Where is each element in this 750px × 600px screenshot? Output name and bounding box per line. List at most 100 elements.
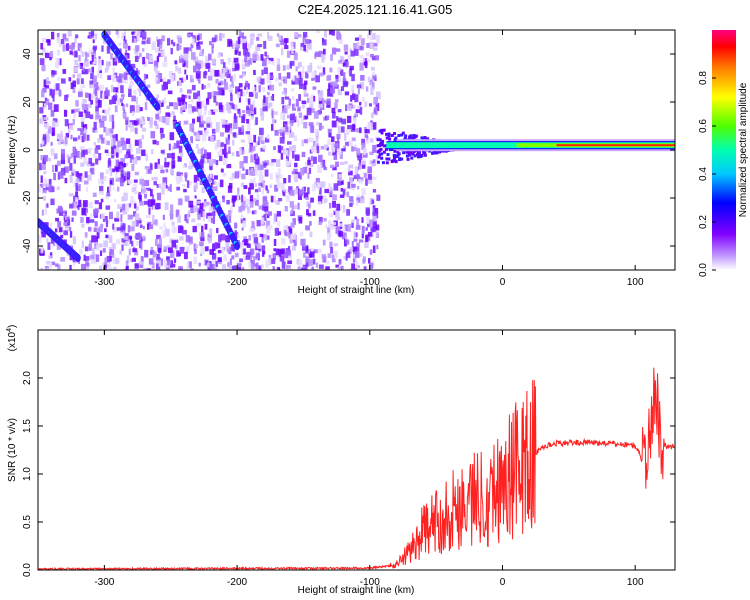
spectrogram-noise-cell [282, 65, 286, 71]
spectrogram-noise-cell [156, 140, 159, 146]
spectrogram-noise-cell [51, 149, 55, 156]
spectrogram-noise-cell [69, 231, 73, 238]
spectrogram-noise-cell [201, 232, 205, 239]
snr-x-label: Height of straight line (km) [298, 585, 415, 596]
spectrogram-noise-cell [225, 138, 230, 145]
spectrogram-noise-cell [46, 260, 51, 265]
spectrogram-noise-cell [214, 129, 220, 133]
spectrogram-noise-cell [255, 153, 258, 160]
spectrogram-noise-cell [354, 232, 358, 238]
spectrogram-noise-cell [121, 163, 126, 168]
spectrogram-noise-cell [205, 260, 208, 265]
spectrogram-noise-cell [65, 43, 70, 51]
spectrogram-noise-cell [247, 134, 252, 141]
spectrogram-noise-cell [349, 247, 353, 252]
spectrogram-noise-cell [254, 156, 260, 164]
spectrogram-noise-cell [343, 80, 348, 88]
spectrogram-tone-spread-cell [382, 150, 386, 154]
spectrogram-noise-cell [353, 117, 357, 125]
spectrogram-noise-cell [40, 155, 44, 161]
spectrogram-noise-cell [121, 93, 125, 98]
spectrogram-noise-cell [156, 164, 161, 169]
tone-core [556, 144, 675, 147]
spectrogram-noise-cell [315, 262, 319, 268]
spectrogram-noise-cell [80, 78, 84, 84]
spectrogram-noise-cell [298, 112, 303, 119]
spectrogram-noise-cell [353, 175, 358, 180]
spectrogram-noise-cell [368, 103, 373, 107]
spectrogram-noise-cell [242, 167, 245, 171]
spectrogram-noise-cell [79, 248, 83, 255]
spectrogram-noise-cell [44, 97, 48, 101]
spectrogram-noise-cell [266, 73, 270, 81]
spectrogram-noise-cell [290, 189, 295, 197]
spectrogram-noise-cell [63, 109, 68, 117]
spectrogram-noise-cell [177, 97, 183, 102]
spectrogram-noise-cell [139, 107, 143, 112]
spectrogram-noise-cell [173, 263, 176, 268]
spectrogram-noise-cell [92, 91, 96, 99]
spectrogram-noise-cell [120, 85, 124, 94]
spectrogram-noise-cell [112, 226, 118, 233]
spectrogram-noise-cell [357, 46, 363, 51]
spectrogram-noise-cell [75, 184, 81, 192]
spectrogram-noise-cell [269, 102, 273, 107]
spectrogram-noise-cell [211, 253, 217, 260]
spectrogram-noise-cell [56, 186, 60, 191]
spectrogram-noise-cell [329, 212, 334, 218]
spectrogram-noise-cell [141, 48, 145, 52]
spectrogram-noise-cell [149, 55, 153, 63]
spectrogram-noise-cell [160, 169, 165, 174]
spectrogram-noise-cell [151, 203, 154, 210]
spectrogram-noise-cell [117, 83, 123, 90]
spectrogram-noise-cell [303, 192, 309, 199]
spectrogram-y-tick-label: 0 [22, 147, 33, 153]
spectrogram-noise-cell [149, 250, 155, 255]
spectrogram-noise-cell [242, 267, 245, 270]
spectrogram-noise-cell [342, 226, 346, 232]
spectrogram-noise-cell [258, 161, 263, 165]
spectrogram-noise-cell [365, 227, 368, 231]
spectrogram-noise-cell [182, 77, 187, 82]
spectrogram-noise-cell [207, 215, 213, 222]
spectrogram-noise-cell [289, 228, 293, 235]
spectrogram-noise-cell [314, 181, 319, 188]
spectrogram-noise-cell [103, 262, 107, 270]
spectrogram-noise-cell [278, 82, 282, 87]
spectrogram-noise-cell [198, 262, 201, 267]
spectrogram-noise-cell [304, 71, 308, 79]
spectrogram-noise-cell [354, 48, 359, 56]
spectrogram-noise-cell [364, 240, 369, 249]
spectrogram-noise-cell [75, 34, 79, 39]
spectrogram-noise-cell [132, 248, 138, 253]
spectrogram-noise-cell [212, 186, 218, 191]
spectrogram-noise-cell [172, 42, 176, 47]
spectrogram-noise-cell [217, 86, 220, 91]
spectrogram-noise-cell [91, 66, 94, 73]
spectrogram-noise-cell [364, 101, 368, 107]
spectrogram-noise-cell [191, 106, 196, 112]
spectrogram-noise-cell [322, 99, 327, 104]
spectrogram-noise-cell [263, 67, 268, 75]
spectrogram-tone-spread-cell [423, 136, 427, 140]
spectrogram-noise-cell [137, 30, 142, 36]
spectrogram-noise-cell [189, 242, 192, 246]
spectrogram-noise-cell [346, 251, 351, 259]
spectrogram-tone-spread-cell [393, 149, 397, 153]
spectrogram-noise-cell [327, 128, 332, 133]
spectrogram-noise-cell [335, 99, 339, 103]
spectrogram-noise-cell [53, 153, 58, 160]
spectrogram-noise-cell [40, 246, 44, 254]
spectrogram-noise-cell [206, 152, 212, 160]
spectrogram-noise-cell [154, 238, 158, 247]
spectrogram-noise-cell [38, 186, 41, 193]
spectrogram-noise-cell [339, 161, 345, 166]
spectrogram-noise-cell [305, 196, 309, 200]
spectrogram-noise-cell [131, 220, 137, 227]
spectrogram-noise-cell [183, 47, 189, 54]
spectrogram-noise-cell [304, 49, 309, 53]
spectrogram-noise-cell [322, 239, 326, 246]
spectrogram-noise-cell [194, 107, 199, 112]
spectrogram-noise-cell [194, 195, 197, 199]
spectrogram-tone-spread-cell [417, 151, 421, 155]
